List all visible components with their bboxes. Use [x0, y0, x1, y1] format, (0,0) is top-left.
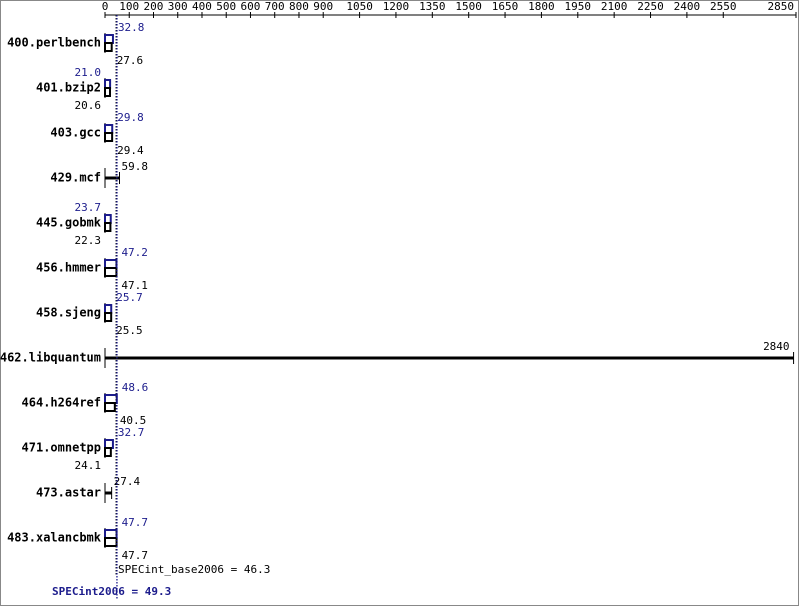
base-bar	[104, 87, 111, 97]
summary-label: SPECint2006 = 49.3	[52, 585, 171, 598]
x-tick-label: 2850	[768, 0, 795, 13]
x-tick-label: 700	[265, 0, 285, 13]
summary-label: SPECint_base2006 = 46.3	[118, 563, 270, 576]
base-value-label: 24.1	[75, 459, 102, 472]
benchmark-name: 456.hmmer	[36, 261, 101, 275]
benchmark-name: 403.gcc	[50, 126, 101, 140]
x-tick-label: 2100	[601, 0, 628, 13]
base-bar	[104, 42, 113, 52]
x-tick-label: 900	[313, 0, 333, 13]
base-value-label: 27.4	[114, 475, 141, 488]
benchmark-name: 471.omnetpp	[22, 441, 101, 455]
x-tick-label: 2550	[710, 0, 737, 13]
base-bar	[104, 132, 114, 142]
x-tick-label: 2400	[674, 0, 701, 13]
peak-value-label: 29.8	[117, 111, 144, 124]
base-value-label: 2840	[763, 340, 790, 353]
peak-value-label: 47.7	[122, 516, 149, 529]
x-tick-label: 1350	[419, 0, 446, 13]
x-tick-label: 2250	[637, 0, 664, 13]
x-tick-label: 1950	[565, 0, 592, 13]
x-tick-label: 1650	[492, 0, 519, 13]
benchmark-name: 473.astar	[36, 486, 101, 500]
x-tick-label: 1500	[455, 0, 482, 13]
peak-value-label: 32.7	[118, 426, 145, 439]
x-tick-label: 1800	[528, 0, 555, 13]
benchmark-name: 445.gobmk	[36, 216, 102, 230]
peak-value-label: 47.2	[121, 246, 148, 259]
base-value-label: 25.5	[116, 324, 143, 337]
base-value-label: 27.6	[117, 54, 144, 67]
benchmark-name: 464.h264ref	[22, 396, 101, 410]
base-bar	[104, 222, 112, 232]
base-bar	[104, 537, 118, 547]
benchmark-name: 429.mcf	[50, 171, 101, 185]
peak-value-label: 23.7	[75, 201, 102, 214]
x-tick-label: 600	[241, 0, 261, 13]
benchmark-name: 458.sjeng	[36, 306, 101, 320]
x-tick-label: 500	[216, 0, 236, 13]
x-tick-label: 100	[119, 0, 139, 13]
base-value-label: 20.6	[75, 99, 102, 112]
peak-value-label: 32.8	[118, 21, 145, 34]
benchmark-name: 462.libquantum	[0, 351, 101, 365]
peak-value-label: 25.7	[116, 291, 143, 304]
benchmark-name: 401.bzip2	[36, 81, 101, 95]
base-bar	[104, 267, 118, 277]
peak-value-label: 48.6	[122, 381, 149, 394]
x-tick-label: 800	[289, 0, 309, 13]
base-value-label: 47.7	[122, 549, 149, 562]
base-bar	[104, 402, 116, 412]
x-tick-label: 400	[192, 0, 212, 13]
base-bar	[104, 447, 112, 457]
x-tick-label: 200	[144, 0, 164, 13]
benchmark-name: 483.xalancbmk	[7, 531, 102, 545]
peak-value-label: 21.0	[75, 66, 102, 79]
base-value-label: 59.8	[121, 160, 147, 173]
x-tick-label: 300	[168, 0, 188, 13]
x-tick-label: 1200	[383, 0, 410, 13]
x-tick-label: 0	[102, 0, 109, 13]
base-value-label: 22.3	[75, 234, 102, 247]
x-tick-label: 1050	[346, 0, 373, 13]
benchmark-name: 400.perlbench	[7, 36, 101, 50]
base-bar	[104, 312, 113, 322]
base-value-label: 40.5	[120, 414, 147, 427]
base-value-label: 47.1	[121, 279, 147, 292]
base-value-label: 29.4	[117, 144, 144, 157]
